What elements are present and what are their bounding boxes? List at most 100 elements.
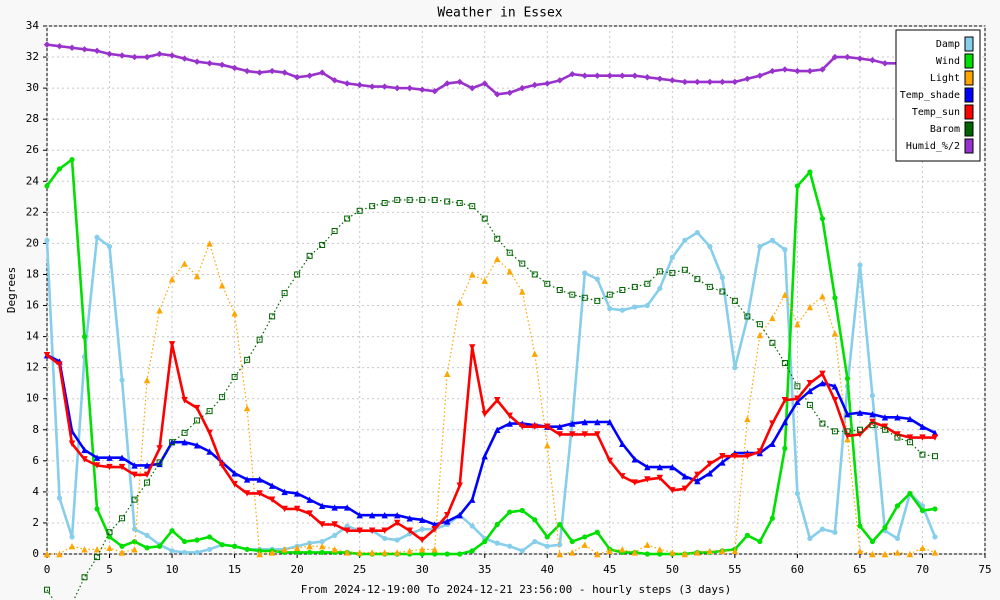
marker — [532, 538, 538, 545]
marker — [381, 200, 388, 207]
marker — [894, 549, 901, 556]
legend-swatch — [964, 70, 974, 86]
marker — [119, 543, 125, 549]
marker — [481, 411, 488, 418]
marker — [444, 518, 451, 525]
marker — [932, 506, 938, 512]
marker — [819, 293, 826, 300]
marker — [243, 476, 251, 483]
marker — [756, 321, 763, 328]
marker — [106, 454, 113, 461]
marker — [356, 81, 363, 89]
marker — [293, 505, 301, 513]
marker — [494, 91, 501, 98]
marker — [556, 550, 563, 558]
marker — [144, 545, 150, 551]
marker — [744, 313, 751, 320]
marker — [256, 69, 263, 76]
marker — [519, 507, 525, 514]
marker — [382, 535, 388, 542]
marker — [43, 352, 51, 359]
marker — [193, 272, 201, 280]
marker — [769, 237, 775, 243]
marker — [56, 166, 63, 172]
marker — [582, 270, 588, 276]
marker — [432, 551, 438, 557]
marker — [393, 84, 401, 92]
marker — [456, 299, 463, 306]
marker — [919, 544, 926, 551]
marker — [394, 196, 401, 203]
marker — [119, 377, 125, 383]
marker — [406, 515, 413, 522]
marker — [106, 50, 113, 58]
x-tick-label: 55 — [728, 563, 741, 576]
marker — [469, 203, 476, 210]
marker — [231, 64, 238, 72]
marker — [581, 541, 588, 548]
marker — [131, 526, 138, 532]
marker — [694, 549, 701, 556]
marker — [344, 523, 350, 529]
marker — [794, 67, 801, 75]
marker — [106, 534, 113, 540]
marker — [56, 550, 63, 558]
marker — [269, 313, 276, 320]
marker — [681, 550, 689, 558]
marker — [206, 534, 213, 540]
series-line — [46, 354, 936, 526]
marker — [93, 462, 101, 469]
marker — [469, 523, 475, 529]
marker — [243, 404, 251, 412]
marker — [94, 234, 100, 240]
marker — [469, 496, 476, 503]
marker — [594, 297, 601, 304]
marker — [844, 432, 851, 440]
marker — [581, 418, 588, 426]
x-tick-label: 25 — [353, 563, 366, 576]
marker — [931, 453, 938, 460]
marker — [531, 271, 538, 278]
marker — [819, 526, 826, 532]
marker — [869, 550, 876, 558]
marker — [606, 72, 613, 79]
marker — [281, 505, 288, 513]
marker — [569, 291, 576, 298]
marker — [669, 463, 676, 471]
x-tick-label: 60 — [791, 563, 804, 576]
marker — [831, 53, 839, 61]
y-tick-label: 0 — [32, 547, 39, 560]
marker — [218, 282, 226, 289]
marker — [569, 538, 575, 545]
marker — [244, 356, 251, 363]
marker — [106, 529, 113, 536]
y-tick-label: 8 — [32, 423, 39, 436]
marker — [619, 440, 626, 447]
marker — [381, 83, 388, 90]
marker — [293, 490, 301, 497]
marker — [318, 521, 326, 528]
marker — [756, 72, 764, 79]
marker — [469, 344, 476, 351]
marker — [606, 457, 613, 465]
marker — [319, 538, 325, 545]
marker — [769, 339, 776, 346]
marker — [831, 428, 838, 435]
x-tick-label: 30 — [416, 563, 429, 576]
marker — [494, 397, 501, 404]
legend-swatch — [964, 36, 974, 52]
marker — [419, 516, 426, 524]
marker — [644, 463, 651, 471]
marker — [193, 58, 201, 65]
marker — [619, 546, 626, 553]
marker — [631, 479, 639, 486]
marker — [669, 487, 676, 494]
marker — [906, 415, 914, 423]
marker — [681, 473, 689, 480]
marker — [406, 527, 413, 534]
y-tick-label: 10 — [26, 392, 39, 405]
marker — [906, 550, 914, 558]
marker — [781, 66, 789, 73]
marker — [343, 504, 351, 511]
